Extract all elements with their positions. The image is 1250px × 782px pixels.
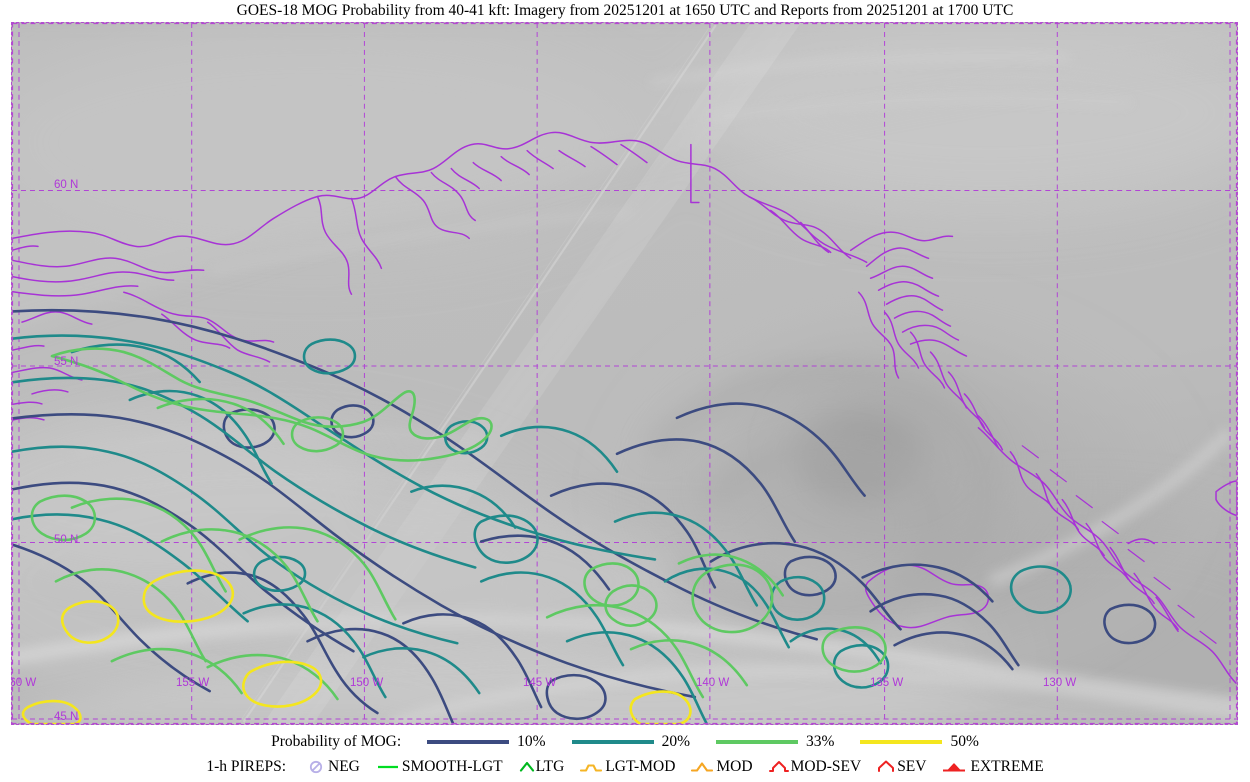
- legend-item-pirep-mod[interactable]: MOD: [691, 758, 753, 776]
- legend-item-prob-10[interactable]: 10%: [427, 733, 546, 751]
- legend-label-extreme: EXTREME: [970, 758, 1044, 775]
- contour-20pct: [12, 334, 1072, 724]
- legend-label-neg: NEG: [328, 758, 360, 775]
- swatch-50pct: [860, 740, 943, 744]
- legend-item-pirep-neg[interactable]: NEG: [306, 758, 360, 776]
- contour-33pct: [30, 347, 887, 701]
- legend-label-smooth-lgt: SMOOTH-LGT: [401, 758, 503, 775]
- swatch-33pct: [716, 740, 799, 744]
- legend-item-pirep-smooth-lgt[interactable]: SMOOTH-LGT: [376, 758, 503, 776]
- legend-label-33pct: 33%: [806, 733, 835, 750]
- coastline-layer: [12, 131, 1237, 684]
- contour-50pct: [21, 569, 692, 724]
- ltg-caret-icon: [519, 758, 535, 776]
- map-vector-layer: [12, 23, 1237, 724]
- swatch-20pct: [571, 740, 654, 744]
- legend-probability-title: Probability of MOG:: [271, 733, 402, 750]
- sev-peak-icon: [877, 758, 895, 776]
- swatch-10pct: [427, 740, 510, 744]
- legend-item-prob-20[interactable]: 20%: [571, 733, 691, 751]
- contour-10pct: [12, 308, 1157, 724]
- legend-item-pirep-mod-sev[interactable]: MOD-SEV: [768, 758, 862, 776]
- legend-label-ltg: LTG: [535, 758, 565, 775]
- legend-label-mod-sev: MOD-SEV: [790, 758, 862, 775]
- legend-row-pireps: 1-h PIREPS: NEG SMOOTH-LGT: [0, 754, 1250, 780]
- legend-label-mod: MOD: [716, 758, 753, 775]
- legend-item-prob-33[interactable]: 33%: [716, 733, 834, 751]
- legend-label-20pct: 20%: [661, 733, 691, 750]
- map-panel[interactable]: 60 N 55 N 50 N 45 N 160 W 155 W 150 W 14…: [11, 22, 1238, 725]
- legend-item-pirep-sev[interactable]: SEV: [877, 758, 926, 776]
- neg-circle-slash-icon: [306, 758, 328, 776]
- legend-label-50pct: 50%: [950, 733, 979, 750]
- legend-label-lgt-mod: LGT-MOD: [605, 758, 676, 775]
- satellite-imagery-layer: [12, 23, 1237, 724]
- mod-caret-icon: [691, 758, 714, 776]
- mod-sev-peak-icon: [768, 758, 789, 776]
- extreme-filled-icon: [942, 758, 966, 776]
- legend-label-sev: SEV: [897, 758, 927, 775]
- lgt-mod-trapezoid-icon: [580, 758, 603, 776]
- legend-item-pirep-lgt-mod[interactable]: LGT-MOD: [580, 758, 675, 776]
- legend-row-probability: Probability of MOG: 10% 20% 33% 50%: [0, 729, 1250, 755]
- figure-title: GOES-18 MOG Probability from 40-41 kft: …: [236, 2, 1014, 19]
- legend-item-pirep-extreme[interactable]: EXTREME: [942, 758, 1044, 776]
- smooth-lgt-line-icon: [376, 758, 400, 776]
- legend-label-10pct: 10%: [517, 733, 546, 750]
- legend-item-pirep-ltg[interactable]: LTG: [519, 758, 565, 776]
- legend-pireps-title: 1-h PIREPS:: [206, 758, 287, 775]
- graticule: [12, 23, 1237, 724]
- legend-item-prob-50[interactable]: 50%: [860, 733, 979, 751]
- figure-legend: Probability of MOG: 10% 20% 33% 50% 1-h …: [0, 728, 1250, 782]
